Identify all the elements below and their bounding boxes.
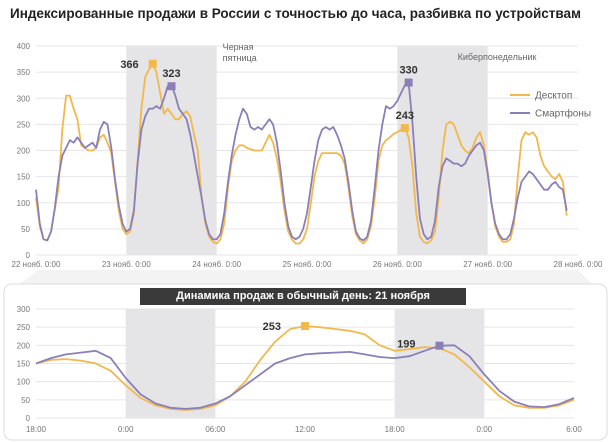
chart-title: Индексированные продажи в России с точно… bbox=[10, 6, 582, 21]
main-x-tick-label: 22 нояб. 0:00 bbox=[12, 260, 61, 269]
main-y-tick-label: 350 bbox=[17, 68, 31, 77]
main-marker-smartphones bbox=[167, 82, 176, 91]
inset-y-tick-label: 300 bbox=[17, 305, 31, 314]
main-x-tick-label: 24 нояб. 0:00 bbox=[192, 260, 241, 269]
inset-marker-desktop bbox=[301, 322, 309, 331]
inset-y-axis: 0 50 100 150 200 250 300 bbox=[17, 305, 31, 423]
main-x-tick-label: 27 нояб. 0:00 bbox=[463, 260, 512, 269]
inset-y-tick-label: 50 bbox=[21, 396, 30, 405]
inset-data-label: 253 bbox=[263, 321, 281, 333]
black-friday-label: пятница bbox=[223, 53, 257, 63]
main-y-tick-label: 400 bbox=[17, 42, 31, 51]
main-data-label: 323 bbox=[162, 68, 180, 80]
inset-marker-smartphones bbox=[435, 341, 444, 350]
main-data-label: 243 bbox=[396, 110, 414, 122]
inset-x-tick-label: 6:00 bbox=[566, 425, 582, 434]
inset-data-label: 199 bbox=[397, 339, 415, 351]
main-x-tick-label: 23 нояб. 0:00 bbox=[102, 260, 151, 269]
inset-y-tick-label: 250 bbox=[17, 323, 31, 332]
main-marker-desktop bbox=[148, 59, 157, 68]
inset-x-tick-label: 12:00 bbox=[295, 425, 316, 434]
legend: Десктоп Смартфоны bbox=[510, 91, 591, 120]
main-y-tick-label: 200 bbox=[17, 147, 31, 156]
inset-y-tick-label: 100 bbox=[17, 378, 31, 387]
main-data-labels: 366 323 330 243 bbox=[120, 59, 418, 133]
main-series-lines bbox=[35, 62, 568, 245]
black-friday-label: Черная bbox=[223, 42, 254, 52]
main-gridlines bbox=[36, 45, 578, 256]
main-x-tick-label: 26 нояб. 0:00 bbox=[373, 260, 422, 269]
legend-label-desktop: Десктоп bbox=[535, 91, 572, 102]
main-y-tick-label: 300 bbox=[17, 94, 31, 103]
inset-y-tick-label: 150 bbox=[17, 360, 31, 369]
inset-x-tick-label: 18:00 bbox=[385, 425, 406, 434]
main-y-tick-label: 250 bbox=[17, 120, 31, 129]
main-y-tick-label: 100 bbox=[17, 199, 31, 208]
inset-data-labels: 253 199 bbox=[263, 321, 444, 351]
main-y-tick-label: 150 bbox=[17, 173, 31, 182]
main-x-tick-label: 28 нояб. 0:00 bbox=[554, 260, 603, 269]
inset-x-tick-label: 06:00 bbox=[205, 425, 226, 434]
main-y-tick-label: 50 bbox=[21, 225, 30, 234]
inset-title: Динамика продаж в обычный день: 21 ноябр… bbox=[140, 288, 466, 305]
main-data-label: 366 bbox=[120, 59, 138, 71]
main-marker-desktop bbox=[400, 124, 409, 133]
main-x-tick-label: 25 нояб. 0:00 bbox=[283, 260, 332, 269]
inset-x-tick-label: 18:00 bbox=[26, 425, 47, 434]
inset-line-smartphones bbox=[35, 344, 575, 410]
inset-y-tick-label: 200 bbox=[17, 341, 31, 350]
inset-x-tick-label: 0:00 bbox=[118, 425, 134, 434]
main-y-axis: 0 50 100 150 200 250 300 350 400 bbox=[17, 42, 31, 260]
main-x-axis: 22 нояб. 0:00 23 нояб. 0:00 24 нояб. 0:00 2… bbox=[12, 260, 603, 269]
main-data-label: 330 bbox=[399, 65, 417, 77]
inset-x-axis: 18:00 0:00 06:00 12:00 18:00 0:00 6:00 bbox=[26, 425, 582, 434]
inset-y-tick-label: 0 bbox=[26, 414, 31, 423]
inset-panel bbox=[3, 283, 608, 441]
cyber-monday-label: Киберпонедельник bbox=[458, 52, 537, 62]
main-line-smartphones bbox=[35, 81, 568, 242]
inset-x-tick-label: 0:00 bbox=[477, 425, 493, 434]
main-y-tick-label: 0 bbox=[26, 251, 31, 260]
main-marker-smartphones bbox=[404, 78, 413, 87]
main-line-desktop bbox=[35, 62, 568, 245]
legend-label-smartphones: Смартфоны bbox=[535, 108, 591, 120]
